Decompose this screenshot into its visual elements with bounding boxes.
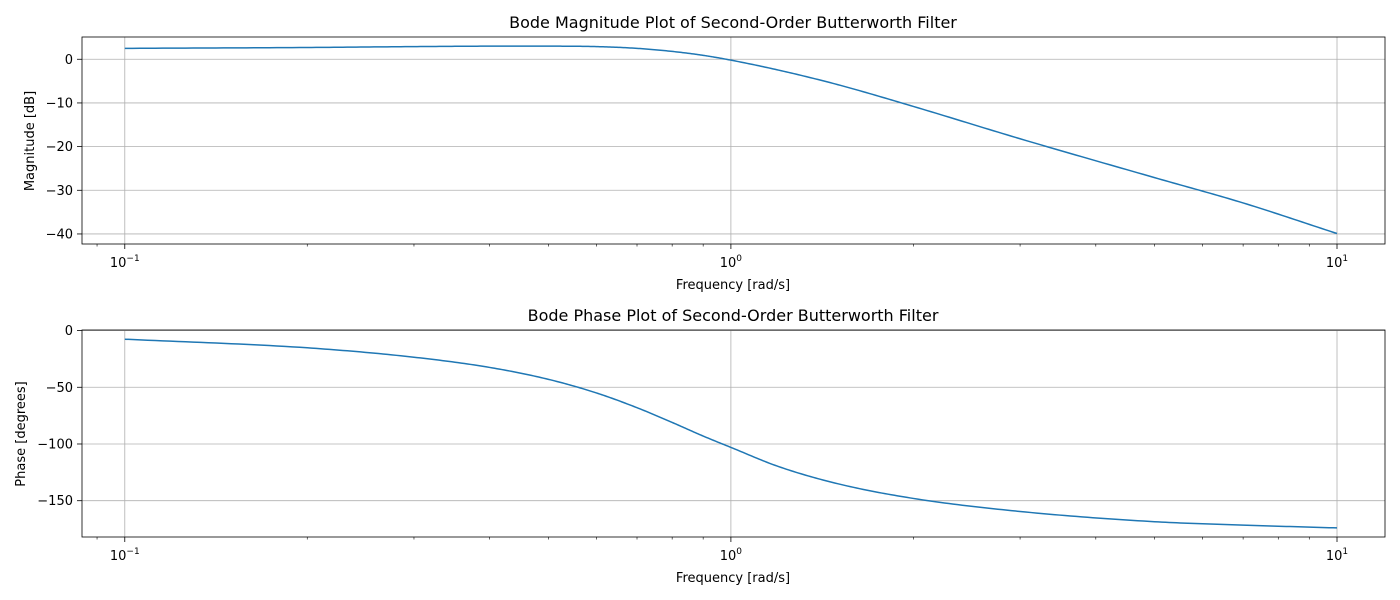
magnitude-title: Bode Magnitude Plot of Second-Order Butt… (509, 13, 957, 32)
magnitude-y-tick-label: −20 (46, 140, 73, 155)
phase-y-tick-label: 0 (65, 324, 73, 339)
phase-y-tick-label: −100 (37, 437, 73, 452)
phase-grid (82, 330, 1385, 537)
phase-x-tick-label: 10−1 (110, 547, 140, 564)
magnitude-curve (124, 45, 1338, 235)
magnitude-y-axis-label: Magnitude [dB] (23, 91, 38, 191)
magnitude-x-ticks: 10−1 100 101 (110, 244, 1348, 271)
magnitude-axes-frame (81, 36, 1386, 245)
magnitude-y-tick-label: 0 (65, 53, 73, 68)
phase-y-tick-label: −150 (37, 494, 73, 509)
magnitude-y-ticks: 0 −10 −20 −30 −40 (46, 53, 82, 242)
magnitude-y-tick-label: −30 (46, 184, 73, 199)
phase-x-tick-label: 100 (720, 547, 743, 564)
magnitude-x-tick-label: 101 (1326, 254, 1348, 271)
phase-minor-ticks (96, 537, 1310, 540)
phase-y-tick-label: −50 (46, 381, 73, 396)
phase-x-tick-label: 101 (1326, 547, 1348, 564)
magnitude-subplot: Bode Magnitude Plot of Second-Order Butt… (23, 13, 1386, 293)
phase-axes-frame (81, 329, 1386, 538)
magnitude-grid (82, 37, 1385, 244)
phase-subplot: Bode Phase Plot of Second-Order Butterwo… (14, 306, 1386, 586)
magnitude-minor-ticks (96, 244, 1310, 247)
magnitude-y-tick-label: −10 (46, 96, 73, 111)
magnitude-x-axis-label: Frequency [rad/s] (676, 278, 790, 293)
phase-x-axis-label: Frequency [rad/s] (676, 571, 790, 586)
phase-title: Bode Phase Plot of Second-Order Butterwo… (528, 306, 939, 325)
phase-y-axis-label: Phase [degrees] (14, 381, 29, 486)
magnitude-x-tick-label: 10−1 (110, 254, 140, 271)
magnitude-x-tick-label: 100 (720, 254, 743, 271)
magnitude-y-tick-label: −40 (46, 227, 73, 242)
phase-curve (124, 338, 1338, 529)
phase-y-ticks: 0 −50 −100 −150 (37, 324, 82, 509)
phase-x-ticks: 10−1 100 101 (110, 537, 1348, 564)
